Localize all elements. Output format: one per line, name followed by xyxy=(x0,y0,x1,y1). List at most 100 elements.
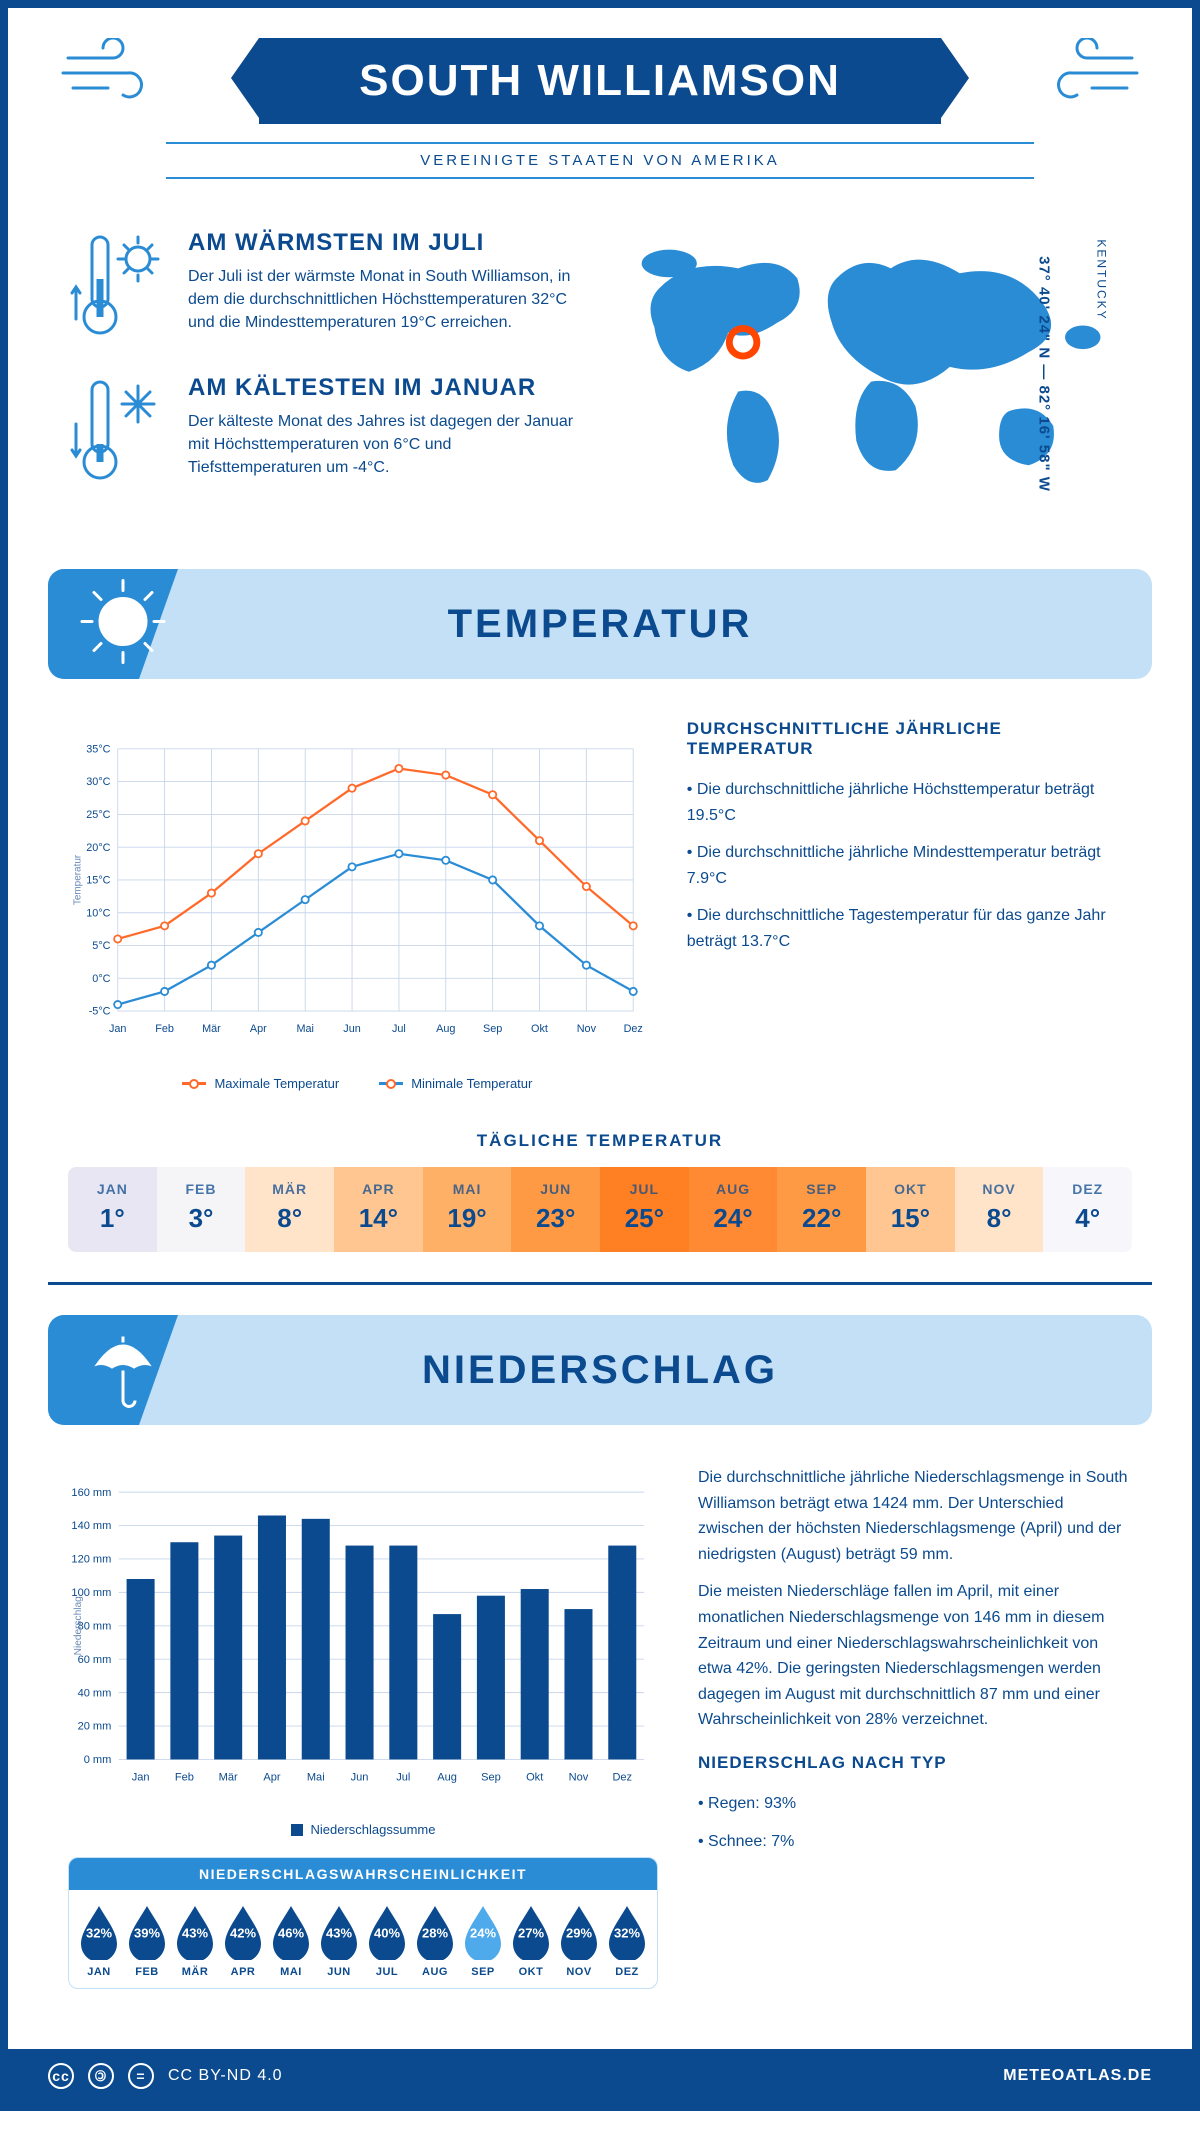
svg-text:Dez: Dez xyxy=(624,1023,643,1035)
raindrop-icon: 32% xyxy=(77,1904,121,1960)
svg-text:Okt: Okt xyxy=(531,1023,548,1035)
nd-icon: = xyxy=(128,2063,154,2089)
prob-cell: 43% MÄR xyxy=(173,1904,217,1978)
precip-chart-row: 0 mm20 mm40 mm60 mm80 mm100 mm120 mm140 … xyxy=(8,1425,1192,2009)
temp-cell: NOV8° xyxy=(955,1167,1044,1252)
svg-text:Niederschlag: Niederschlag xyxy=(73,1596,84,1655)
temperature-line-chart: -5°C0°C5°C10°C15°C20°C25°C30°C35°CJanFeb… xyxy=(68,719,647,1091)
cc-icon: cc xyxy=(48,2063,74,2089)
temp-cell: MÄR8° xyxy=(245,1167,334,1252)
precip-description: Die durchschnittliche jährliche Niedersc… xyxy=(698,1465,1132,1989)
svg-text:Nov: Nov xyxy=(569,1772,589,1784)
prob-cell: 32% JAN xyxy=(77,1904,121,1978)
prob-cell: 40% JUL xyxy=(365,1904,409,1978)
svg-text:Apr: Apr xyxy=(263,1772,281,1784)
svg-text:Jun: Jun xyxy=(351,1772,369,1784)
coldest-title: AM KÄLTESTEN IM JANUAR xyxy=(188,374,580,402)
legend-min-label: Minimale Temperatur xyxy=(411,1076,532,1091)
page-title: SOUTH WILLIAMSON xyxy=(259,38,941,124)
temp-cell: MAI19° xyxy=(423,1167,512,1252)
svg-text:Mai: Mai xyxy=(307,1772,325,1784)
svg-text:Mär: Mär xyxy=(219,1772,238,1784)
svg-text:140 mm: 140 mm xyxy=(71,1520,111,1532)
svg-text:10°C: 10°C xyxy=(86,907,110,919)
raindrop-icon: 40% xyxy=(365,1904,409,1960)
wind-icon-right xyxy=(1042,38,1142,113)
temperature-legend: Maximale Temperatur Minimale Temperatur xyxy=(68,1076,647,1091)
raindrop-icon: 24% xyxy=(461,1904,505,1960)
svg-text:Feb: Feb xyxy=(155,1023,174,1035)
svg-text:Dez: Dez xyxy=(612,1772,632,1784)
temperature-title: TEMPERATUR xyxy=(448,602,753,647)
precip-type1: • Regen: 93% xyxy=(698,1791,1132,1817)
coords-label: 37° 40' 24" N — 82° 16' 58" W xyxy=(1036,256,1053,492)
raindrop-icon: 43% xyxy=(173,1904,217,1960)
footer: cc 🄯 = CC BY-ND 4.0 METEOATLAS.DE xyxy=(8,2049,1192,2103)
info-text-column: AM WÄRMSTEN IM JULI Der Juli ist der wär… xyxy=(68,229,580,519)
warmest-title: AM WÄRMSTEN IM JULI xyxy=(188,229,580,257)
precip-desc-p1: Die durchschnittliche jährliche Niedersc… xyxy=(698,1465,1132,1567)
daily-temp-table: JAN1°FEB3°MÄR8°APR14°MAI19°JUN23°JUL25°A… xyxy=(68,1167,1132,1252)
prob-title: NIEDERSCHLAGSWAHRSCHEINLICHKEIT xyxy=(69,1858,657,1890)
svg-text:Feb: Feb xyxy=(175,1772,194,1784)
warmest-text: Der Juli ist der wärmste Monat in South … xyxy=(188,265,580,335)
svg-text:40 mm: 40 mm xyxy=(78,1687,112,1699)
precip-legend-label: Niederschlagssumme xyxy=(311,1822,436,1837)
svg-text:20 mm: 20 mm xyxy=(78,1721,112,1733)
temp-desc-title: DURCHSCHNITTLICHE JÄHRLICHE TEMPERATUR xyxy=(687,719,1132,759)
svg-text:Jul: Jul xyxy=(396,1772,410,1784)
wind-icon-left xyxy=(58,38,158,113)
svg-text:Apr: Apr xyxy=(250,1023,267,1035)
svg-text:Temperatur: Temperatur xyxy=(73,854,84,905)
svg-text:Mär: Mär xyxy=(202,1023,221,1035)
temp-cell: OKT15° xyxy=(866,1167,955,1252)
by-icon: 🄯 xyxy=(88,2063,114,2089)
raindrop-icon: 27% xyxy=(509,1904,553,1960)
raindrop-icon: 28% xyxy=(413,1904,457,1960)
precip-type2: • Schnee: 7% xyxy=(698,1829,1132,1855)
precip-desc-p2: Die meisten Niederschläge fallen im Apri… xyxy=(698,1579,1132,1733)
precip-title: NIEDERSCHLAG xyxy=(422,1348,778,1393)
prob-cell: 46% MAI xyxy=(269,1904,313,1978)
map-column: KENTUCKY 37° 40' 24" N — 82° 16' 58" W xyxy=(620,229,1132,519)
svg-text:Aug: Aug xyxy=(436,1023,455,1035)
coldest-text: Der kälteste Monat des Jahres ist dagege… xyxy=(188,410,580,480)
svg-text:Sep: Sep xyxy=(483,1023,502,1035)
thermometer-snow-icon xyxy=(68,374,168,489)
prob-cell: 42% APR xyxy=(221,1904,265,1978)
page-root: SOUTH WILLIAMSON VEREINIGTE STAATEN VON … xyxy=(0,0,1200,2111)
state-label: KENTUCKY xyxy=(1094,239,1108,320)
svg-text:Mai: Mai xyxy=(296,1023,313,1035)
raindrop-icon: 46% xyxy=(269,1904,313,1960)
svg-text:Okt: Okt xyxy=(526,1772,543,1784)
svg-text:20°C: 20°C xyxy=(86,842,110,854)
raindrop-icon: 39% xyxy=(125,1904,169,1960)
svg-text:Aug: Aug xyxy=(437,1772,457,1784)
raindrop-icon: 32% xyxy=(605,1904,649,1960)
precip-legend: Niederschlagssumme xyxy=(68,1822,658,1837)
prob-cell: 28% AUG xyxy=(413,1904,457,1978)
svg-text:5°C: 5°C xyxy=(92,940,110,952)
svg-text:Jan: Jan xyxy=(109,1023,126,1035)
world-map-icon xyxy=(620,229,1132,505)
umbrella-icon xyxy=(78,1323,168,1418)
temp-cell: JUL25° xyxy=(600,1167,689,1252)
sun-icon xyxy=(78,577,168,672)
page-subtitle: VEREINIGTE STAATEN VON AMERIKA xyxy=(166,142,1033,179)
prob-cell: 24% SEP xyxy=(461,1904,505,1978)
temperature-chart-row: -5°C0°C5°C10°C15°C20°C25°C30°C35°CJanFeb… xyxy=(8,679,1192,1111)
prob-cell: 32% DEZ xyxy=(605,1904,649,1978)
raindrop-icon: 42% xyxy=(221,1904,265,1960)
prob-cell: 39% FEB xyxy=(125,1904,169,1978)
thermometer-sun-icon xyxy=(68,229,168,344)
svg-text:25°C: 25°C xyxy=(86,809,110,821)
temperature-banner: TEMPERATUR xyxy=(48,569,1152,679)
coldest-block: AM KÄLTESTEN IM JANUAR Der kälteste Mona… xyxy=(68,374,580,489)
temp-cell: DEZ4° xyxy=(1043,1167,1132,1252)
svg-text:0°C: 0°C xyxy=(92,973,110,985)
precip-bar-chart: 0 mm20 mm40 mm60 mm80 mm100 mm120 mm140 … xyxy=(68,1465,658,1989)
svg-text:Jul: Jul xyxy=(392,1023,406,1035)
temp-cell: JUN23° xyxy=(511,1167,600,1252)
svg-text:Nov: Nov xyxy=(577,1023,597,1035)
warmest-block: AM WÄRMSTEN IM JULI Der Juli ist der wär… xyxy=(68,229,580,344)
